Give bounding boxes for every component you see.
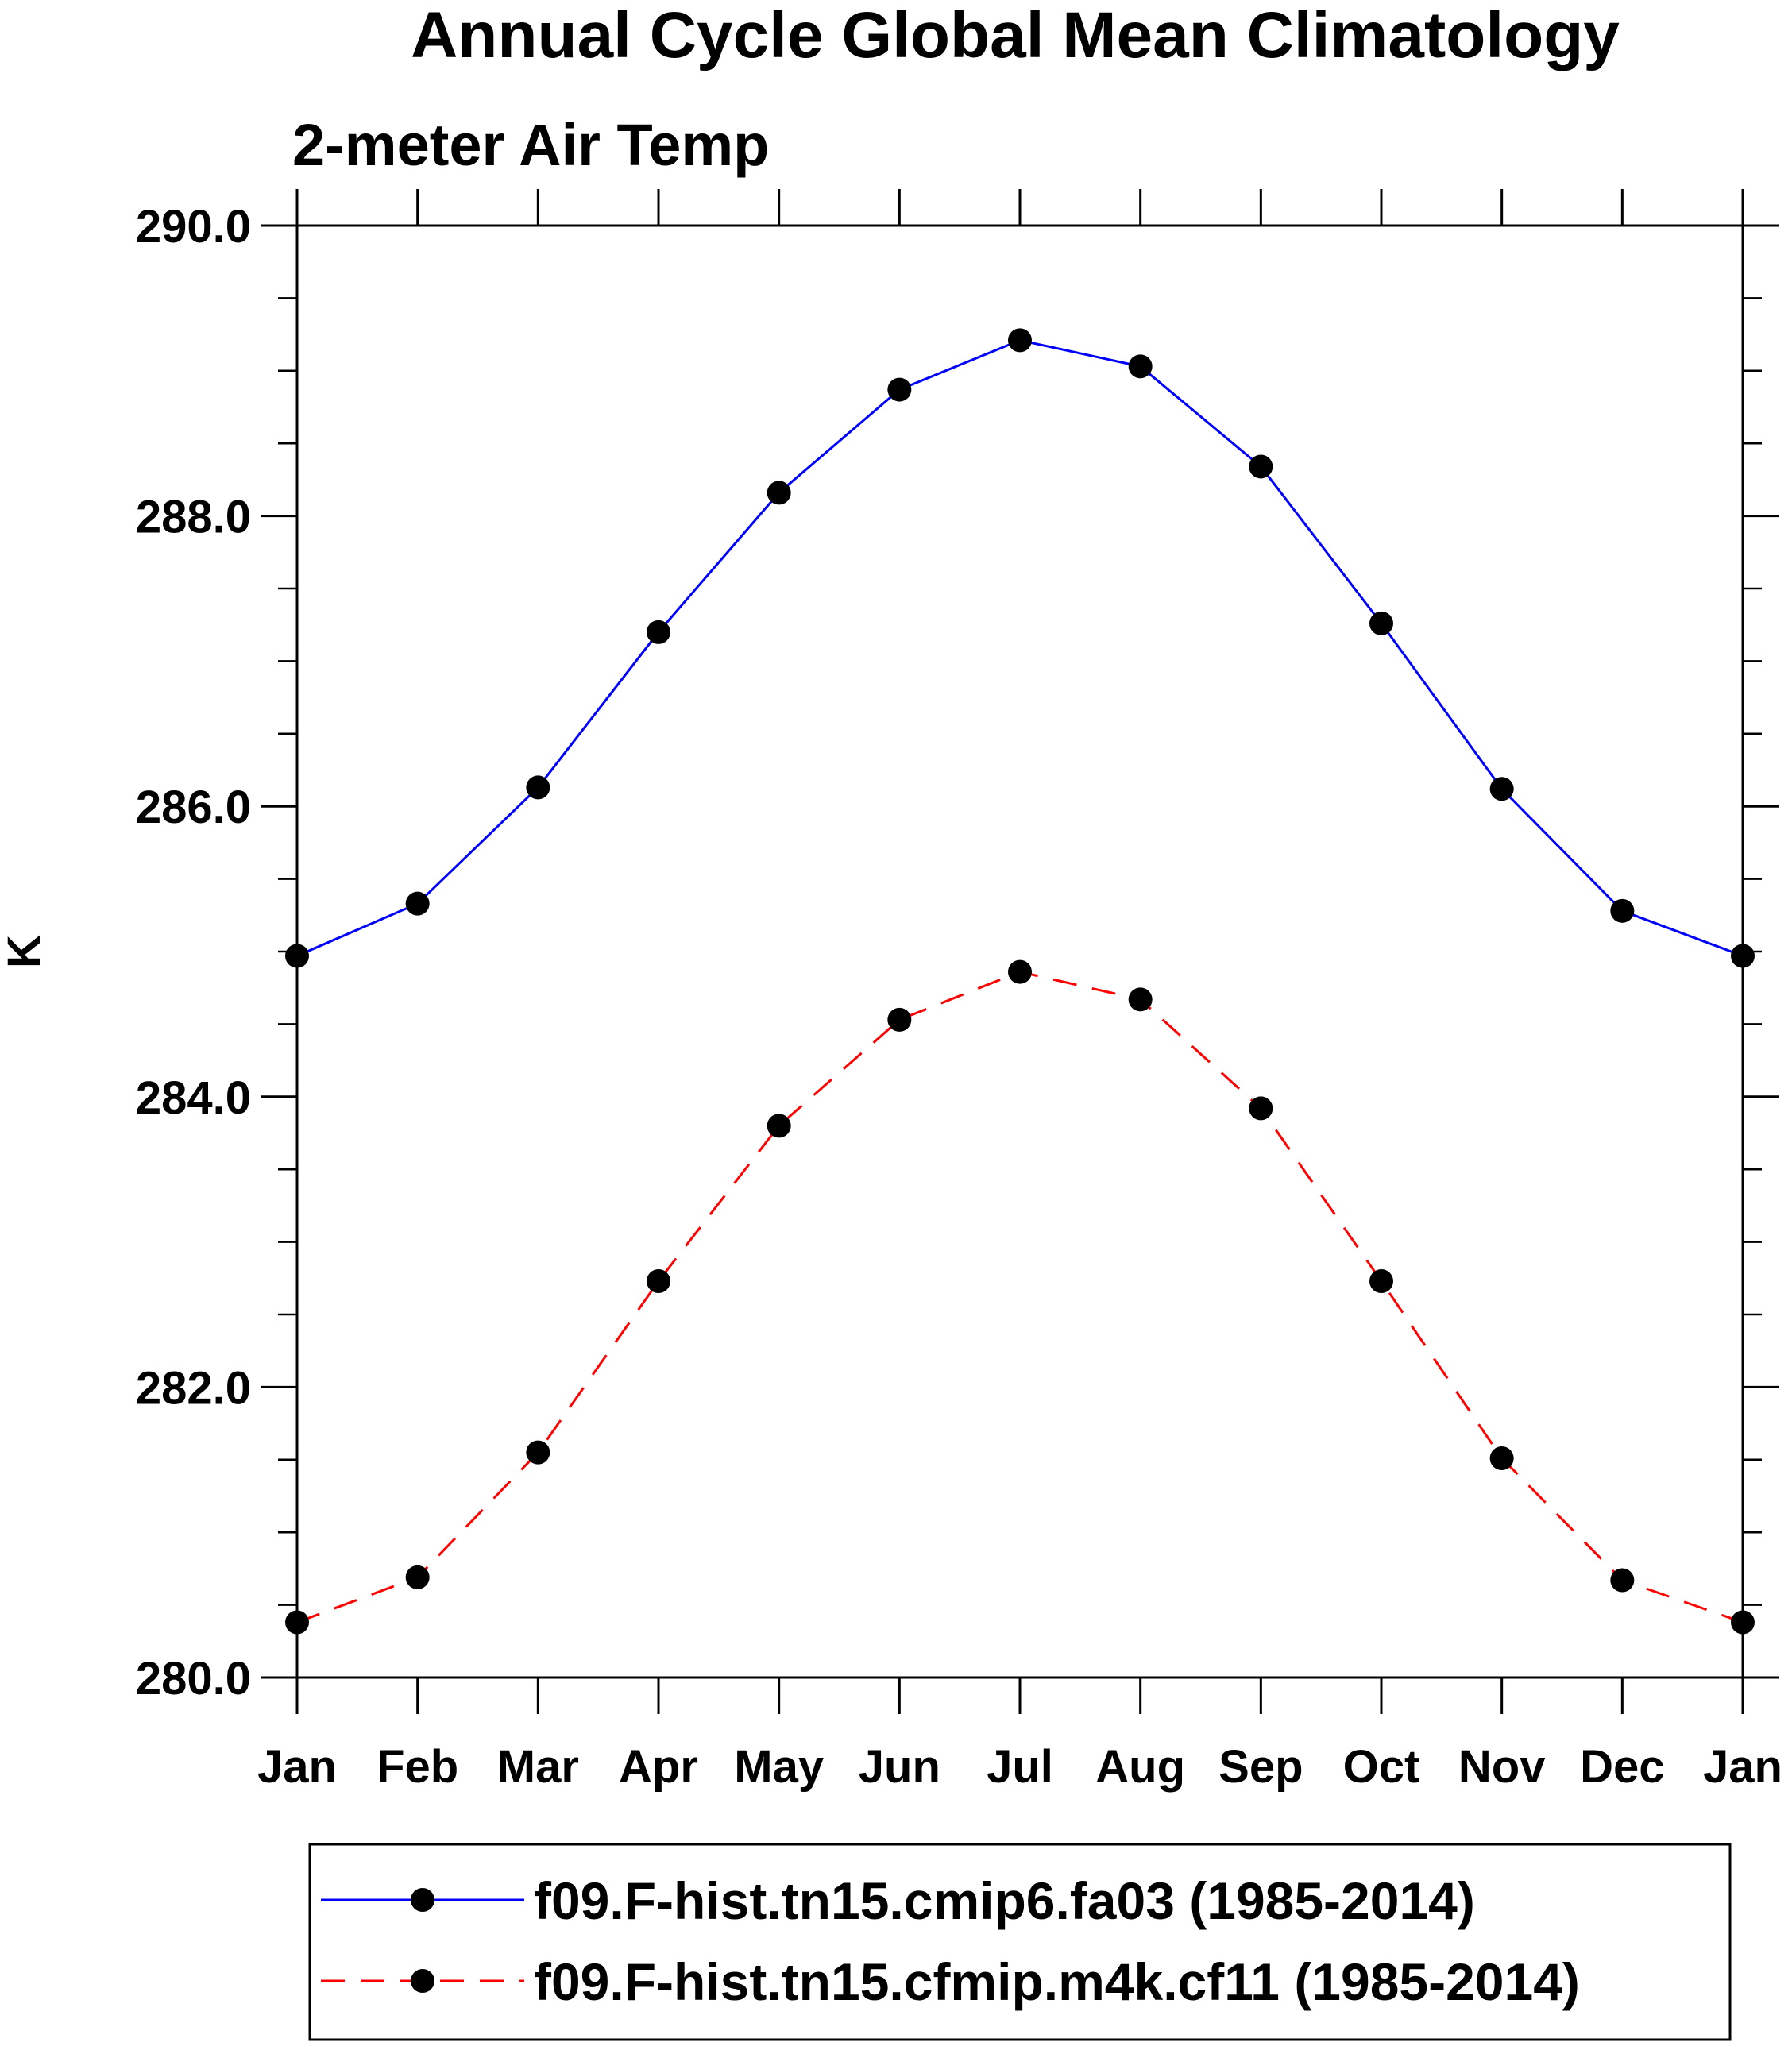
y-tick-label: 280.0 [136, 1653, 251, 1704]
legend: f09.F-hist.tn15.cmip6.fa03 (1985-2014) f0… [308, 1843, 1732, 2041]
chart-title: Annual Cycle Global Mean Climatology [411, 0, 1620, 71]
series-2-point [1489, 1446, 1514, 1470]
y-axis-label: K [0, 935, 50, 968]
series-1-point [767, 481, 791, 505]
y-tick-label: 288.0 [136, 492, 251, 543]
legend-marker-1 [411, 1888, 434, 1912]
series-1-point [1369, 611, 1393, 635]
x-tick-label: Dec [1580, 1741, 1664, 1793]
series-1-point [1128, 354, 1153, 379]
series-2-point [1369, 1268, 1393, 1293]
x-tick-label: Apr [619, 1741, 698, 1793]
plot-area: 280.0 282.0 284.0 286.0 288.0 290.0 Jan Feb Mar A… [136, 189, 1782, 1793]
chart-subtitle: 2-meter Air Temp [292, 112, 769, 178]
legend-box [308, 1843, 1732, 2041]
series-1-point [647, 620, 670, 644]
y-tick-label: 282.0 [136, 1362, 251, 1414]
series-2-point [526, 1440, 550, 1465]
series-1-point [1731, 944, 1755, 968]
plot-frame [295, 224, 1744, 1679]
series-line-2 [296, 971, 1744, 1623]
series-2-point [285, 1610, 309, 1635]
series-1-point [887, 377, 912, 402]
series-1-point [405, 891, 430, 916]
series-1-point [1008, 328, 1032, 353]
legend-label-2: f09.F-hist.tn15.cfmip.m4k.cf11 (1985-201… [534, 1952, 1580, 2011]
series-line-1 [296, 338, 1744, 957]
legend-marker-2 [411, 1969, 434, 1993]
x-tick-label: Aug [1095, 1741, 1185, 1793]
x-tick-label: May [734, 1741, 824, 1793]
x-tick-label: Jan [257, 1741, 337, 1793]
x-tick-label: Jul [987, 1741, 1053, 1793]
x-tick-label: Sep [1218, 1741, 1303, 1793]
series-2-point [1610, 1568, 1635, 1593]
series-2-point [1128, 987, 1153, 1012]
y-tick-label: 290.0 [136, 201, 251, 253]
y-tick-label: 286.0 [136, 782, 251, 833]
x-tick-label: Jun [859, 1741, 940, 1793]
series-2-point [405, 1565, 430, 1589]
x-tick-label: Feb [377, 1741, 458, 1793]
series-2-point [1249, 1096, 1273, 1121]
series-1-point [1489, 777, 1514, 801]
legend-label-1: f09.F-hist.tn15.cmip6.fa03 (1985-2014) [534, 1871, 1475, 1930]
x-tick-label: Jan [1703, 1741, 1782, 1793]
series-2-point [887, 1007, 912, 1032]
series-2-point [1731, 1610, 1755, 1635]
y-tick-label: 284.0 [136, 1072, 251, 1124]
series-2-point [647, 1268, 670, 1293]
series-1-point [1249, 454, 1273, 479]
series-2-point [767, 1114, 791, 1138]
x-tick-label: Mar [497, 1741, 579, 1793]
series-2-point [1008, 959, 1032, 984]
series-1-point [285, 944, 309, 968]
series-1-point [1610, 898, 1635, 923]
x-tick-label: Nov [1458, 1741, 1546, 1793]
x-tick-label: Oct [1343, 1741, 1420, 1793]
series-1-point [526, 775, 550, 800]
